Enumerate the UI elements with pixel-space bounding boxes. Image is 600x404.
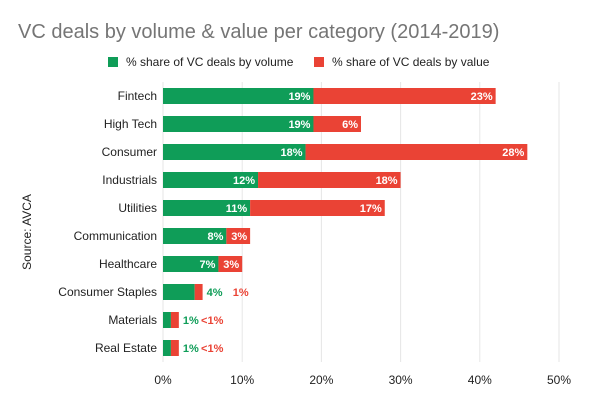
data-label-value: 18% bbox=[376, 175, 398, 187]
data-label-value: 23% bbox=[471, 91, 493, 103]
data-label-volume: 8% bbox=[207, 231, 223, 243]
category-label: Utilities bbox=[118, 201, 157, 215]
category-label: Industrials bbox=[102, 173, 157, 187]
bar-value bbox=[258, 172, 401, 188]
category-label: Real Estate bbox=[95, 341, 157, 355]
data-label-volume: 1% bbox=[183, 315, 199, 327]
data-label-value: 6% bbox=[342, 119, 358, 131]
bar-value bbox=[170, 312, 179, 328]
data-label-value: 3% bbox=[223, 259, 239, 271]
legend: % share of VC deals by volume % share of… bbox=[108, 55, 490, 69]
bar-volume bbox=[163, 312, 171, 328]
bar-volume bbox=[163, 116, 314, 132]
bar-volume bbox=[163, 340, 171, 356]
bar-value bbox=[305, 144, 528, 160]
bar-volume bbox=[163, 256, 219, 272]
data-label-value: 28% bbox=[502, 147, 524, 159]
category-label: Communication bbox=[74, 229, 157, 243]
data-labels: 19% 23% 19% 6% 18% 28% 12% 18% 11% 17% 8% 3% 7% 3% 4% 1… bbox=[183, 91, 525, 355]
legend-swatch-volume bbox=[108, 57, 118, 67]
data-label-volume: 19% bbox=[288, 119, 310, 131]
data-label-value: <1% bbox=[201, 315, 224, 327]
x-tick-label: 20% bbox=[309, 373, 333, 387]
data-label-volume: 18% bbox=[281, 147, 303, 159]
chart-title: VC deals by volume & value per category … bbox=[18, 21, 499, 43]
legend-swatch-value bbox=[314, 57, 324, 67]
data-label-volume: 11% bbox=[226, 203, 248, 215]
data-label-volume: 7% bbox=[200, 259, 216, 271]
legend-label-volume: % share of VC deals by volume bbox=[126, 55, 294, 69]
bar-volume bbox=[163, 200, 251, 216]
data-label-volume: 19% bbox=[288, 91, 310, 103]
bar-volume bbox=[163, 88, 314, 104]
data-label-value: 17% bbox=[360, 203, 382, 215]
bar-volume bbox=[163, 144, 306, 160]
data-label-volume: 12% bbox=[233, 175, 255, 187]
bar-value bbox=[226, 228, 251, 244]
bar-volume bbox=[163, 172, 259, 188]
category-labels: Fintech High Tech Consumer Industrials Utili… bbox=[58, 89, 157, 355]
x-tick-label: 50% bbox=[547, 373, 571, 387]
x-tick-label: 10% bbox=[230, 373, 254, 387]
data-label-value: <1% bbox=[201, 343, 224, 355]
bar-value bbox=[313, 116, 361, 132]
bar-volume bbox=[163, 228, 227, 244]
x-tick-label: 40% bbox=[468, 373, 492, 387]
x-axis-ticks: 0% 10% 20% 30% 40% 50% bbox=[154, 373, 571, 387]
bar-value bbox=[313, 88, 496, 104]
category-label: Materials bbox=[108, 313, 157, 327]
category-label: High Tech bbox=[104, 117, 157, 131]
bar-value bbox=[194, 284, 203, 300]
bar-value bbox=[170, 340, 179, 356]
bars bbox=[163, 88, 528, 356]
data-label-value: 1% bbox=[233, 287, 249, 299]
category-label: Consumer bbox=[102, 145, 157, 159]
data-label-value: 3% bbox=[231, 231, 247, 243]
data-label-volume: 1% bbox=[183, 343, 199, 355]
bar-volume bbox=[163, 284, 195, 300]
category-label: Consumer Staples bbox=[58, 285, 157, 299]
category-label: Healthcare bbox=[99, 257, 157, 271]
x-tick-label: 30% bbox=[389, 373, 413, 387]
category-label: Fintech bbox=[118, 89, 157, 103]
bar-value bbox=[218, 256, 243, 272]
legend-label-value: % share of VC deals by value bbox=[332, 55, 490, 69]
bar-value bbox=[250, 200, 385, 216]
source-note: Source: AVCA bbox=[20, 194, 34, 270]
x-tick-label: 0% bbox=[154, 373, 172, 387]
data-label-volume: 4% bbox=[207, 287, 223, 299]
gridlines bbox=[162, 82, 560, 362]
